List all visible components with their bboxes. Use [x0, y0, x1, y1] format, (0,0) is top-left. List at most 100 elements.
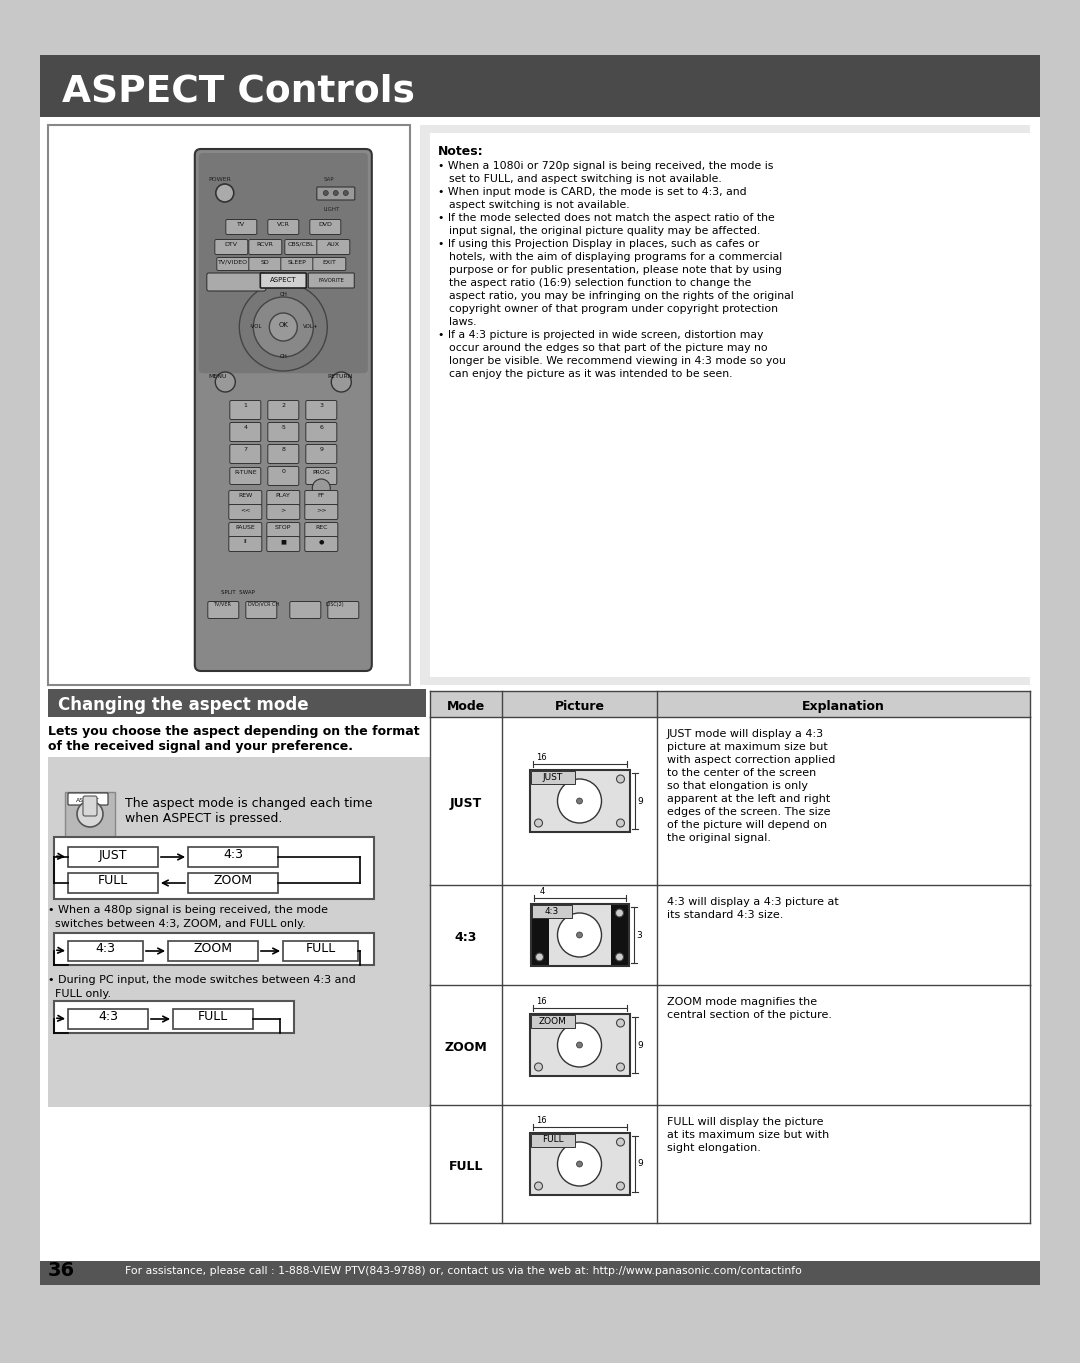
Text: hotels, with the aim of displaying programs for a commercial: hotels, with the aim of displaying progr… [442, 252, 782, 262]
Text: aspect switching is not available.: aspect switching is not available. [442, 200, 630, 210]
Bar [40, 1261, 1040, 1285]
Circle shape [77, 801, 103, 827]
Circle shape [535, 776, 542, 782]
Text: -VOL: -VOL [249, 323, 261, 328]
Text: STOP: STOP [275, 525, 292, 530]
FancyBboxPatch shape [305, 504, 338, 519]
Bar [430, 691, 1030, 717]
Bar [48, 125, 410, 686]
Text: can enjoy the picture as it was intended to be seen.: can enjoy the picture as it was intended… [442, 369, 732, 379]
Text: its standard 4:3 size.: its standard 4:3 size. [667, 910, 783, 920]
Bar [54, 934, 374, 965]
Bar [48, 690, 426, 717]
FancyBboxPatch shape [268, 423, 299, 442]
Circle shape [617, 1020, 624, 1026]
Text: FAVORITE: FAVORITE [319, 278, 345, 282]
Text: sight elongation.: sight elongation. [667, 1144, 761, 1153]
Bar [531, 905, 571, 919]
Text: MENU: MENU [208, 373, 227, 379]
Bar [54, 1000, 294, 1033]
Circle shape [617, 819, 624, 827]
Text: ■: ■ [281, 538, 286, 544]
Circle shape [536, 909, 543, 917]
Text: TV/VER: TV/VER [214, 602, 231, 607]
Text: For assistance, please call : 1-888-VIEW PTV(843-9788) or, contact us via the we: For assistance, please call : 1-888-VIEW… [125, 1266, 801, 1276]
Text: purpose or for public presentation, please note that by using: purpose or for public presentation, plea… [442, 264, 782, 275]
Bar [530, 1134, 575, 1148]
FancyBboxPatch shape [316, 240, 350, 255]
FancyBboxPatch shape [305, 491, 338, 506]
Text: the original signal.: the original signal. [667, 833, 771, 842]
Text: POWER: POWER [208, 177, 232, 183]
Text: II: II [243, 538, 247, 544]
FancyBboxPatch shape [306, 468, 337, 484]
Text: input signal, the original picture quality may be affected.: input signal, the original picture quali… [442, 226, 760, 236]
Text: 2: 2 [281, 403, 285, 408]
Text: RETURN: RETURN [327, 373, 353, 379]
Bar [188, 872, 278, 893]
FancyBboxPatch shape [83, 796, 97, 816]
Text: the aspect ratio (16:9) selection function to change the: the aspect ratio (16:9) selection functi… [442, 278, 752, 288]
Text: FF: FF [318, 493, 325, 497]
Text: of the received signal and your preference.: of the received signal and your preferen… [48, 740, 353, 752]
Bar [68, 846, 158, 867]
Bar [530, 1015, 575, 1028]
Text: 4:3: 4:3 [98, 1010, 118, 1024]
Text: JUST mode will display a 4:3: JUST mode will display a 4:3 [667, 729, 824, 739]
Text: 4: 4 [243, 425, 247, 429]
FancyBboxPatch shape [281, 258, 314, 270]
Text: • If the mode selected does not match the aspect ratio of the: • If the mode selected does not match th… [438, 213, 774, 224]
Text: DVD/VCR CH: DVD/VCR CH [247, 602, 279, 607]
Circle shape [577, 1161, 582, 1167]
Text: FULL: FULL [449, 1160, 483, 1174]
Text: 6: 6 [320, 425, 323, 429]
Bar [430, 691, 1030, 1225]
Circle shape [535, 819, 542, 827]
FancyBboxPatch shape [226, 219, 257, 234]
FancyBboxPatch shape [268, 466, 299, 485]
Bar [68, 872, 158, 893]
Circle shape [332, 372, 351, 393]
Circle shape [535, 1182, 542, 1190]
Text: FULL: FULL [542, 1135, 564, 1145]
Text: ASPECT: ASPECT [76, 797, 100, 803]
Text: central section of the picture.: central section of the picture. [667, 1010, 832, 1020]
Text: JUST: JUST [542, 773, 563, 781]
Circle shape [557, 1024, 602, 1067]
Text: 9: 9 [637, 1160, 644, 1168]
FancyBboxPatch shape [229, 504, 261, 519]
Circle shape [535, 1020, 542, 1026]
Text: PLAY: PLAY [275, 493, 291, 497]
Circle shape [577, 932, 582, 938]
Text: 3: 3 [320, 403, 323, 408]
FancyBboxPatch shape [229, 522, 261, 537]
Circle shape [557, 780, 602, 823]
Text: • During PC input, the mode switches between 4:3 and: • During PC input, the mode switches bet… [48, 975, 355, 985]
FancyBboxPatch shape [260, 273, 307, 288]
FancyBboxPatch shape [306, 423, 337, 442]
Bar [68, 940, 143, 961]
FancyBboxPatch shape [305, 522, 338, 537]
FancyBboxPatch shape [207, 601, 239, 619]
Text: 7: 7 [243, 447, 247, 453]
Text: SPLIT  SWAP: SPLIT SWAP [221, 590, 255, 596]
Text: at its maximum size but with: at its maximum size but with [667, 1130, 829, 1139]
Bar [430, 134, 1030, 677]
FancyBboxPatch shape [248, 240, 282, 255]
Circle shape [535, 1138, 542, 1146]
FancyBboxPatch shape [285, 240, 318, 255]
Text: Explanation: Explanation [802, 701, 885, 713]
FancyBboxPatch shape [267, 504, 300, 519]
FancyBboxPatch shape [248, 258, 282, 270]
Circle shape [616, 909, 623, 917]
Bar [48, 756, 463, 1107]
Text: ZOOM mode magnifies the: ZOOM mode magnifies the [667, 996, 818, 1007]
Text: TV/VIDEO: TV/VIDEO [218, 260, 248, 264]
Text: 3: 3 [636, 931, 643, 939]
Bar [530, 771, 575, 784]
Text: Lets you choose the aspect depending on the format: Lets you choose the aspect depending on … [48, 725, 420, 737]
Text: CBS/CBL: CBS/CBL [288, 243, 314, 247]
Text: PAUSE: PAUSE [235, 525, 255, 530]
Bar [283, 940, 357, 961]
FancyBboxPatch shape [230, 423, 260, 442]
